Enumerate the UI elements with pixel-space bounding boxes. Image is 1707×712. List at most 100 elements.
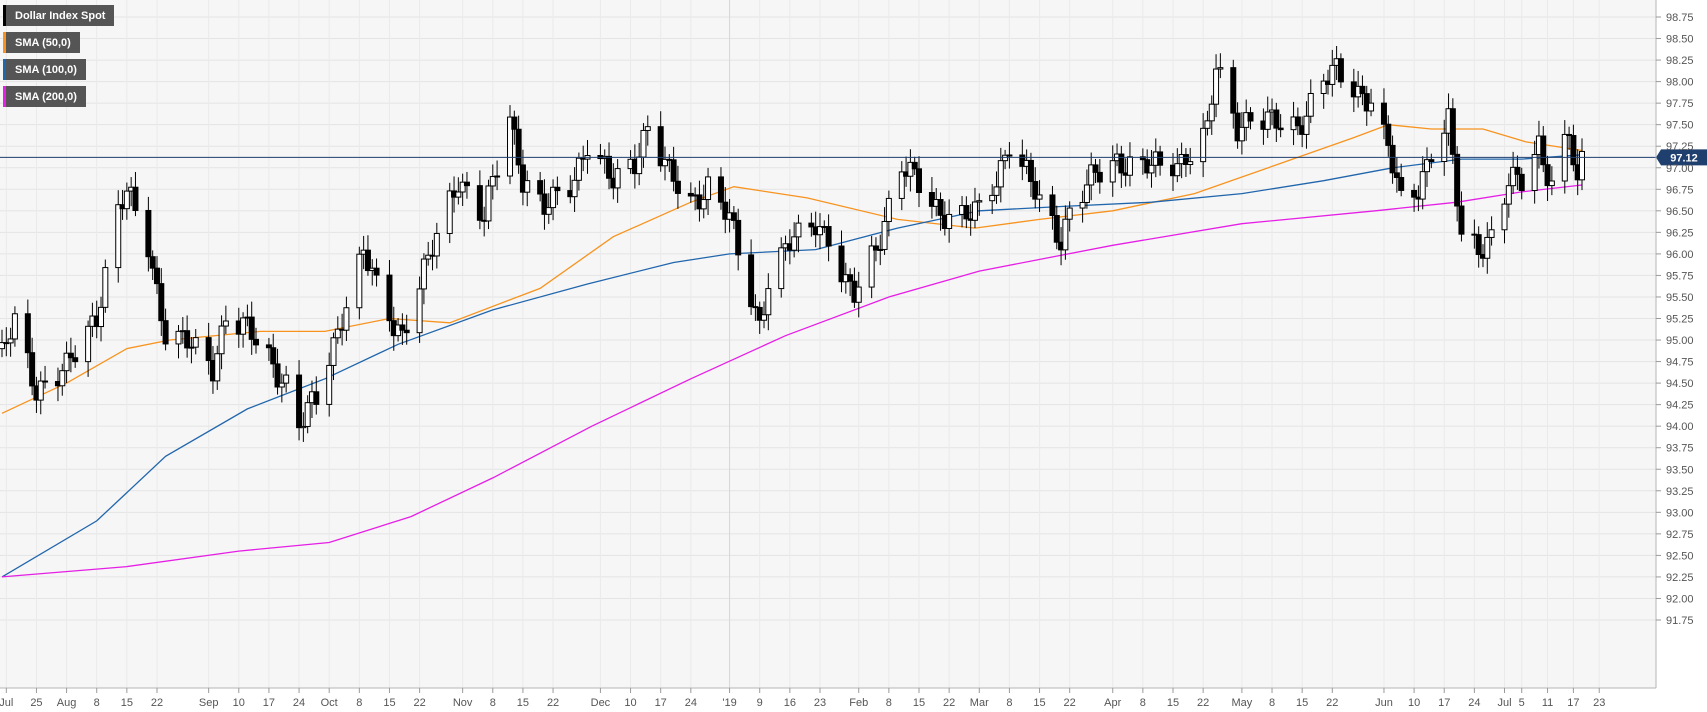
y-tick-label: 92.00 bbox=[1666, 593, 1694, 605]
candle bbox=[253, 327, 260, 354]
current-price-tag: 97.12 bbox=[1656, 149, 1707, 166]
candle-body-down bbox=[1118, 153, 1125, 174]
candle bbox=[1092, 158, 1099, 183]
candle-body-down bbox=[313, 391, 320, 405]
candle bbox=[1079, 190, 1086, 223]
candle bbox=[1157, 145, 1164, 176]
candle bbox=[1368, 88, 1375, 117]
candle bbox=[1109, 145, 1116, 197]
candle-body-down bbox=[296, 374, 303, 429]
candle bbox=[717, 167, 724, 210]
candle-body-up bbox=[795, 222, 802, 238]
candle-body-down bbox=[463, 181, 470, 187]
x-tick-label: 9 bbox=[757, 697, 763, 709]
candle bbox=[976, 193, 983, 216]
candle bbox=[1475, 226, 1482, 268]
y-tick-label: 98.00 bbox=[1666, 77, 1694, 89]
candle-body-down bbox=[184, 330, 191, 349]
candle bbox=[296, 360, 303, 441]
x-tick-label: 8 bbox=[490, 697, 496, 709]
candle-layer bbox=[0, 45, 1585, 442]
legend-item-sma50[interactable]: SMA (50,0) bbox=[3, 32, 80, 53]
candle bbox=[1200, 113, 1207, 178]
candle bbox=[330, 332, 337, 381]
candle-body-up bbox=[1174, 163, 1181, 177]
candle-body-up bbox=[59, 370, 66, 387]
candle bbox=[614, 159, 621, 203]
candle-body-up bbox=[1264, 111, 1271, 130]
candle-body-down bbox=[519, 164, 526, 193]
candle bbox=[1217, 53, 1224, 79]
candle bbox=[795, 214, 802, 253]
candle bbox=[188, 337, 195, 364]
candle bbox=[550, 179, 557, 221]
candle-body-down bbox=[1411, 189, 1418, 198]
candle-body-down bbox=[1540, 135, 1547, 166]
x-tick-label: May bbox=[1232, 697, 1253, 709]
candle bbox=[722, 187, 729, 234]
candle-body-down bbox=[403, 329, 410, 334]
candle-body-down bbox=[274, 363, 281, 388]
x-tick-label: 17 bbox=[1567, 697, 1579, 709]
candle bbox=[343, 296, 350, 341]
current-price-tag-bg bbox=[1656, 149, 1707, 166]
candle-body-down bbox=[1027, 159, 1034, 183]
y-tick-label: 92.50 bbox=[1666, 550, 1694, 562]
candle bbox=[1363, 85, 1370, 126]
candle-body-down bbox=[808, 222, 815, 228]
candle bbox=[476, 170, 483, 230]
candle-body-down bbox=[722, 201, 729, 220]
y-tick-label: 93.00 bbox=[1666, 507, 1694, 519]
candle-body-up bbox=[1307, 92, 1314, 117]
candle-body-down bbox=[838, 245, 845, 283]
candle-body-up bbox=[644, 126, 651, 131]
candle-body-up bbox=[816, 226, 823, 236]
x-tick-label: 17 bbox=[655, 697, 667, 709]
candle-body-up bbox=[976, 200, 983, 203]
legend-item-sma100[interactable]: SMA (100,0) bbox=[3, 59, 86, 80]
candle-body-down bbox=[847, 274, 854, 282]
candle-body-down bbox=[537, 180, 544, 195]
candle-body-up bbox=[334, 328, 341, 339]
candle bbox=[1139, 148, 1146, 175]
y-tick-label: 94.25 bbox=[1666, 400, 1694, 412]
candle-body-up bbox=[1088, 164, 1095, 186]
candle bbox=[29, 337, 36, 396]
candle-body-up bbox=[636, 156, 643, 175]
candle bbox=[1385, 115, 1392, 157]
y-tick-label: 96.25 bbox=[1666, 227, 1694, 239]
candle bbox=[248, 301, 255, 355]
candle-body-down bbox=[145, 209, 152, 258]
candle-body-up bbox=[98, 306, 105, 328]
legend-item-price[interactable]: Dollar Index Spot bbox=[3, 5, 115, 26]
candle bbox=[214, 345, 221, 390]
candle bbox=[0, 329, 5, 358]
candle bbox=[1514, 155, 1521, 190]
candle-body-down bbox=[916, 168, 923, 194]
candle-body-up bbox=[1083, 184, 1090, 203]
candle bbox=[274, 348, 281, 395]
candle-body-down bbox=[162, 320, 169, 345]
candle bbox=[7, 327, 14, 357]
y-tick-label: 96.00 bbox=[1666, 249, 1694, 261]
legend-swatch-price bbox=[3, 5, 6, 26]
candle bbox=[670, 146, 677, 192]
candle bbox=[1501, 198, 1508, 244]
candle-body-up bbox=[1579, 150, 1585, 181]
candle bbox=[1208, 95, 1215, 135]
candle-body-up bbox=[85, 325, 92, 363]
legend-label-sma100: SMA (100,0) bbox=[15, 63, 77, 76]
x-tick-label: Mar bbox=[970, 697, 989, 709]
candle bbox=[42, 365, 49, 389]
x-tick-label: 17 bbox=[1438, 697, 1450, 709]
candle bbox=[1277, 114, 1284, 138]
candle-body-up bbox=[188, 346, 195, 349]
candle bbox=[1002, 149, 1009, 170]
legend-item-sma200[interactable]: SMA (200,0) bbox=[3, 86, 86, 107]
candle-body-up bbox=[278, 382, 285, 388]
candle-body-up bbox=[1510, 166, 1517, 187]
x-tick-label: 24 bbox=[685, 697, 697, 709]
candle-body-up bbox=[1079, 201, 1086, 209]
candle bbox=[425, 241, 432, 266]
candle-body-up bbox=[416, 288, 423, 334]
